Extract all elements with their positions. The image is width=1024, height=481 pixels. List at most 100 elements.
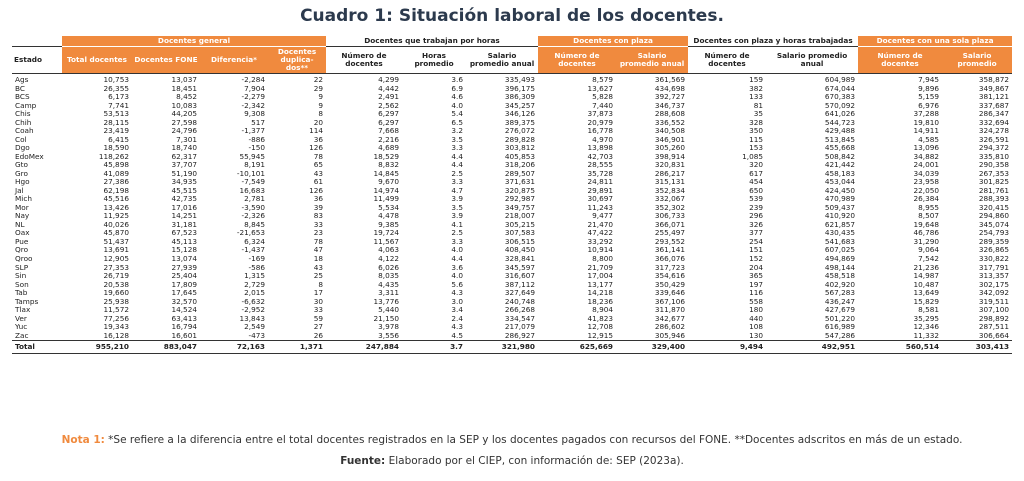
value-cell: 405,853: [504, 151, 536, 161]
value-cell: 26,355: [103, 83, 129, 93]
column-header: Docentes duplica-dos**: [268, 46, 327, 74]
table-row: Gro 41,089 51,190 -10,101 43 14,845 2.5 289,507…: [12, 168, 1012, 179]
total-cell: 303,413: [942, 339, 1013, 354]
value-cell: 133: [749, 92, 764, 102]
state-cell: Tamps: [15, 296, 39, 306]
value-cell: 349,757: [504, 202, 536, 212]
table-row: Tlax 11,572 14,524 -2,952 33 5,440 3.4 266,268 8…: [12, 306, 1012, 315]
value-cell: 371,631: [504, 177, 536, 187]
value-cell: 318,206: [504, 160, 536, 170]
value-cell: 10,914: [587, 245, 614, 255]
value-cell: 346,737: [654, 100, 686, 110]
value-cell: 367,106: [654, 296, 686, 306]
table-row: Dgo 18,590 18,740 -150 126 4,689 3.3 303,812 13,…: [12, 144, 1012, 153]
value-cell: 287,511: [978, 322, 1010, 332]
state-cell: Chih: [15, 117, 32, 127]
value-cell: 153: [749, 143, 764, 153]
value-cell: 16,778: [587, 126, 614, 136]
value-cell: 604,989: [824, 75, 856, 85]
state-cell: SLP: [15, 262, 29, 272]
value-cell: 35,728: [587, 168, 614, 178]
value-cell: 28,115: [103, 117, 129, 127]
value-cell: 339,646: [654, 288, 686, 298]
value-cell: 25,938: [103, 296, 129, 306]
value-cell: 424,450: [824, 185, 856, 195]
value-cell: 290,358: [978, 160, 1010, 170]
value-cell: 455,668: [824, 143, 856, 153]
value-cell: 13,426: [103, 202, 129, 212]
value-cell: 7,904: [244, 83, 265, 93]
value-cell: 302,175: [978, 279, 1010, 289]
value-cell: 14,911: [913, 126, 940, 136]
value-cell: -1,377: [241, 126, 265, 136]
state-cell: Chis: [15, 109, 31, 119]
state-cell: Camp: [15, 100, 37, 110]
group-header: Docentes con una sola plaza: [858, 36, 1013, 47]
value-cell: 3.0: [451, 296, 464, 306]
state-cell: Mor: [15, 202, 29, 212]
value-cell: 24,811: [587, 177, 614, 187]
value-cell: 78: [313, 151, 324, 161]
value-cell: 335,810: [978, 151, 1010, 161]
value-cell: 204: [749, 262, 764, 272]
value-cell: 3.2: [451, 126, 464, 136]
value-cell: -10,101: [236, 168, 265, 178]
value-cell: 8,904: [592, 305, 614, 315]
value-cell: 305,215: [504, 219, 536, 229]
value-cell: 8,579: [592, 75, 614, 85]
table-row: Pue 51,437 45,113 6,324 78 11,567 3.3 306,515 33…: [12, 238, 1012, 247]
value-cell: 23,419: [103, 126, 129, 136]
value-cell: 19,724: [373, 228, 400, 238]
state-cell: Son: [15, 279, 29, 289]
value-cell: 267,353: [978, 168, 1010, 178]
value-cell: 31,290: [913, 236, 940, 246]
column-header: Salario promedio anual: [616, 46, 689, 74]
value-cell: 641,026: [824, 109, 856, 119]
value-cell: 320: [749, 160, 764, 170]
value-cell: 358,872: [978, 75, 1010, 85]
value-cell: 307,583: [504, 228, 536, 238]
table-row: Qroo 12,905 13,074 -169 18 4,122 4.4 328,841 8,8…: [12, 255, 1012, 264]
value-cell: 13,074: [171, 253, 197, 263]
value-cell: 386,309: [504, 92, 536, 102]
value-cell: 17,645: [171, 288, 197, 298]
total-cell: 1,371: [268, 339, 327, 354]
total-cell: 625,669: [538, 339, 617, 354]
note: Nota 1: *Se refiere a la diferencia entr…: [0, 434, 1024, 446]
value-cell: 19,660: [103, 288, 129, 298]
value-cell: 345,074: [978, 219, 1010, 229]
value-cell: 421,442: [824, 160, 856, 170]
column-header: Número de docentes: [688, 46, 767, 74]
table-footer: Total 955,210 883,047 72,163 1,371 247,884 3.7…: [12, 339, 1013, 354]
value-cell: 254,793: [978, 228, 1010, 238]
group-header: Docentes general: [62, 36, 327, 47]
value-cell: 440: [749, 313, 764, 323]
value-cell: 3,556: [378, 330, 400, 340]
value-cell: 9,670: [378, 177, 400, 187]
total-cell: 9,494: [688, 339, 767, 354]
value-cell: 240,748: [504, 296, 536, 306]
value-cell: 381,121: [978, 92, 1010, 102]
value-cell: 8,581: [918, 305, 940, 315]
value-cell: 2,562: [378, 100, 400, 110]
value-cell: 118,262: [98, 151, 129, 161]
value-cell: 13,096: [913, 143, 940, 153]
value-cell: 12,905: [103, 253, 129, 263]
value-cell: 3.6: [451, 75, 464, 85]
value-cell: 429,488: [824, 126, 856, 136]
value-cell: 41,823: [587, 313, 614, 323]
value-cell: 14,974: [373, 185, 400, 195]
table-row: Col 6,415 7,301 -886 36 2,216 3.5 289,828 4,970 3…: [12, 134, 1012, 145]
value-cell: 4.4: [451, 151, 464, 161]
value-cell: 289,828: [504, 134, 536, 144]
value-cell: 47: [313, 245, 324, 255]
value-cell: 78: [313, 236, 324, 246]
value-cell: 316,607: [504, 271, 536, 281]
value-cell: 567,283: [824, 288, 856, 298]
value-cell: 340,508: [654, 126, 686, 136]
value-cell: 9,064: [918, 245, 940, 255]
value-cell: 4,689: [378, 143, 400, 153]
value-cell: 20,538: [103, 279, 129, 289]
value-cell: -2,342: [241, 100, 265, 110]
value-cell: 11,925: [103, 211, 129, 221]
